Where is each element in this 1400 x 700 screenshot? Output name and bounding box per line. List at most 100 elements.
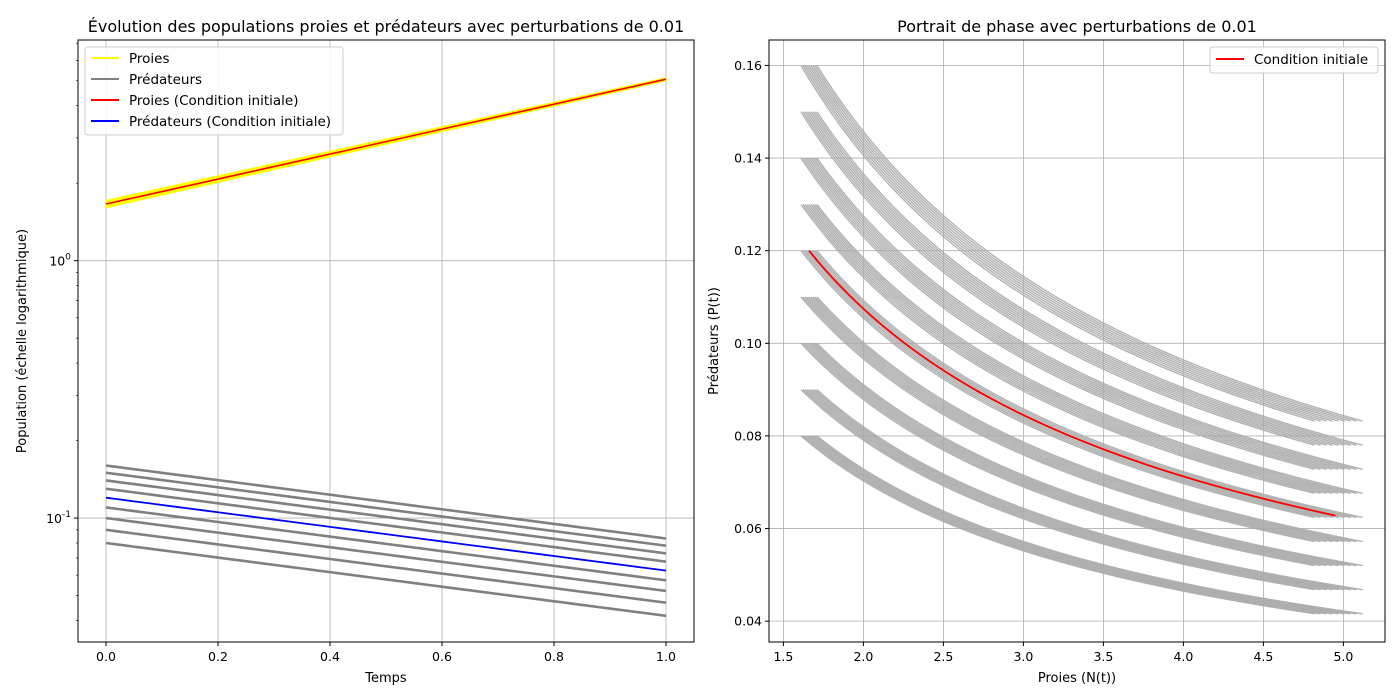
phase-trajectory — [814, 435, 1357, 615]
phase-trajectory — [816, 111, 1363, 446]
x-axis-ticks: 0.0 0.2 0.4 0.6 0.8 1.0 — [96, 642, 676, 664]
phase-trajectory — [814, 203, 1357, 495]
phase-trajectory — [812, 157, 1351, 470]
phase-bands — [800, 65, 1363, 615]
phase-trajectory — [808, 203, 1339, 495]
phase-trajectory — [812, 203, 1351, 495]
phase-trajectory — [800, 203, 1315, 495]
phase-trajectory — [802, 203, 1321, 495]
x-tick-label: 0.4 — [320, 649, 340, 664]
phase-trajectory — [808, 389, 1339, 591]
predator-perturbed-line — [105, 479, 667, 555]
phase-trajectory — [800, 342, 1315, 567]
legend-box — [1209, 46, 1379, 74]
phase-trajectory — [800, 250, 1315, 519]
phase-trajectory — [806, 296, 1333, 543]
phase-trajectory — [804, 342, 1327, 567]
phase-trajectory — [810, 342, 1345, 567]
predator-perturbed-line — [105, 528, 667, 604]
y-axis-label: Prédateurs (P(t)) — [707, 287, 722, 395]
phase-trajectory — [810, 157, 1345, 470]
x-tick-label: 4.5 — [1253, 649, 1273, 664]
phase-trajectory — [812, 435, 1351, 615]
phase-trajectory — [808, 296, 1339, 543]
phase-trajectory — [814, 157, 1357, 470]
predator-perturbed-line — [105, 506, 667, 582]
phase-trajectory — [800, 389, 1315, 591]
prey-initial-line — [105, 78, 667, 205]
phase-trajectory — [808, 435, 1339, 615]
phase-trajectory — [814, 111, 1357, 446]
legend-label: Proies — [129, 51, 170, 67]
y-tick-label: 0.04 — [734, 614, 762, 629]
phase-trajectory — [804, 250, 1327, 519]
x-tick-label: 4.0 — [1173, 649, 1193, 664]
phase-trajectory — [806, 250, 1333, 519]
phase-trajectory — [806, 111, 1333, 446]
x-tick-label: 1.0 — [656, 649, 676, 664]
phase-trajectory — [812, 389, 1351, 591]
y-tick-label: 0.14 — [734, 151, 762, 166]
phase-trajectory — [802, 342, 1321, 567]
y-tick-label: 0.10 — [734, 336, 762, 351]
x-tick-label: 5.0 — [1333, 649, 1353, 664]
phase-trajectory — [816, 389, 1363, 591]
phase-trajectory — [812, 342, 1351, 567]
phase-trajectory — [812, 296, 1351, 543]
phase-trajectory — [800, 296, 1315, 543]
phase-trajectory — [810, 65, 1345, 422]
phase-trajectory — [810, 296, 1345, 543]
phase-trajectory — [816, 296, 1363, 543]
phase-trajectory — [800, 111, 1315, 446]
phase-trajectory — [804, 157, 1327, 470]
phase-trajectory — [814, 389, 1357, 591]
phase-trajectory — [800, 157, 1315, 470]
predator-initial-line — [105, 496, 667, 572]
phase-trajectory — [802, 250, 1321, 519]
tick-exponent: 0 — [65, 253, 71, 263]
phase-trajectory — [810, 435, 1345, 615]
phase-trajectory — [802, 389, 1321, 591]
y-axis-ticks: 10-1 100 — [46, 42, 78, 621]
y-axis-label: Population (échelle logarithmique) — [15, 229, 30, 453]
legend: Proies Prédateurs Proies (Condition initia… — [84, 46, 344, 136]
phase-trajectory — [806, 389, 1333, 591]
prey-perturbed-line — [105, 77, 667, 202]
legend-label: Prédateurs (Condition initiale) — [129, 114, 331, 130]
x-tick-label: 0.6 — [432, 649, 452, 664]
x-tick-label: 2.5 — [933, 649, 953, 664]
chart-title: Évolution des populations proies et préd… — [88, 17, 685, 36]
phase-portrait-chart: Portrait de phase avec perturbations de … — [707, 17, 1386, 686]
x-tick-label: 2.0 — [853, 649, 873, 664]
phase-trajectory — [816, 435, 1363, 615]
y-tick-label: 100 — [49, 253, 71, 269]
phase-trajectory — [800, 435, 1315, 615]
phase-trajectory — [804, 435, 1327, 615]
y-tick-label: 10-1 — [46, 510, 71, 526]
phase-trajectory — [810, 111, 1345, 446]
predator-perturbed-line — [105, 487, 667, 563]
phase-trajectory — [800, 65, 1315, 422]
phase-trajectory — [816, 157, 1363, 470]
predator-perturbed-line — [105, 464, 667, 540]
phase-trajectory — [802, 65, 1321, 422]
phase-trajectory — [814, 296, 1357, 543]
predator-perturbed-line — [105, 541, 667, 618]
phase-trajectory — [810, 389, 1345, 591]
initial-condition-trajectory — [808, 250, 1336, 517]
phase-trajectory — [802, 435, 1321, 615]
phase-trajectory — [816, 342, 1363, 567]
x-tick-label: 3.0 — [1013, 649, 1033, 664]
y-tick-label: 0.08 — [734, 428, 762, 443]
phase-trajectory — [804, 389, 1327, 591]
phase-trajectory — [804, 65, 1327, 422]
phase-trajectory — [808, 65, 1339, 422]
legend-box — [84, 46, 344, 136]
x-tick-label: 0.0 — [96, 649, 116, 664]
phase-trajectory — [804, 111, 1327, 446]
phase-trajectory — [808, 342, 1339, 567]
x-axis-ticks: 1.5 2.0 2.5 3.0 3.5 4.0 4.5 5.0 — [773, 642, 1353, 664]
phase-trajectory — [802, 296, 1321, 543]
predator-perturbed-line — [105, 516, 667, 593]
phase-trajectory — [806, 65, 1333, 422]
